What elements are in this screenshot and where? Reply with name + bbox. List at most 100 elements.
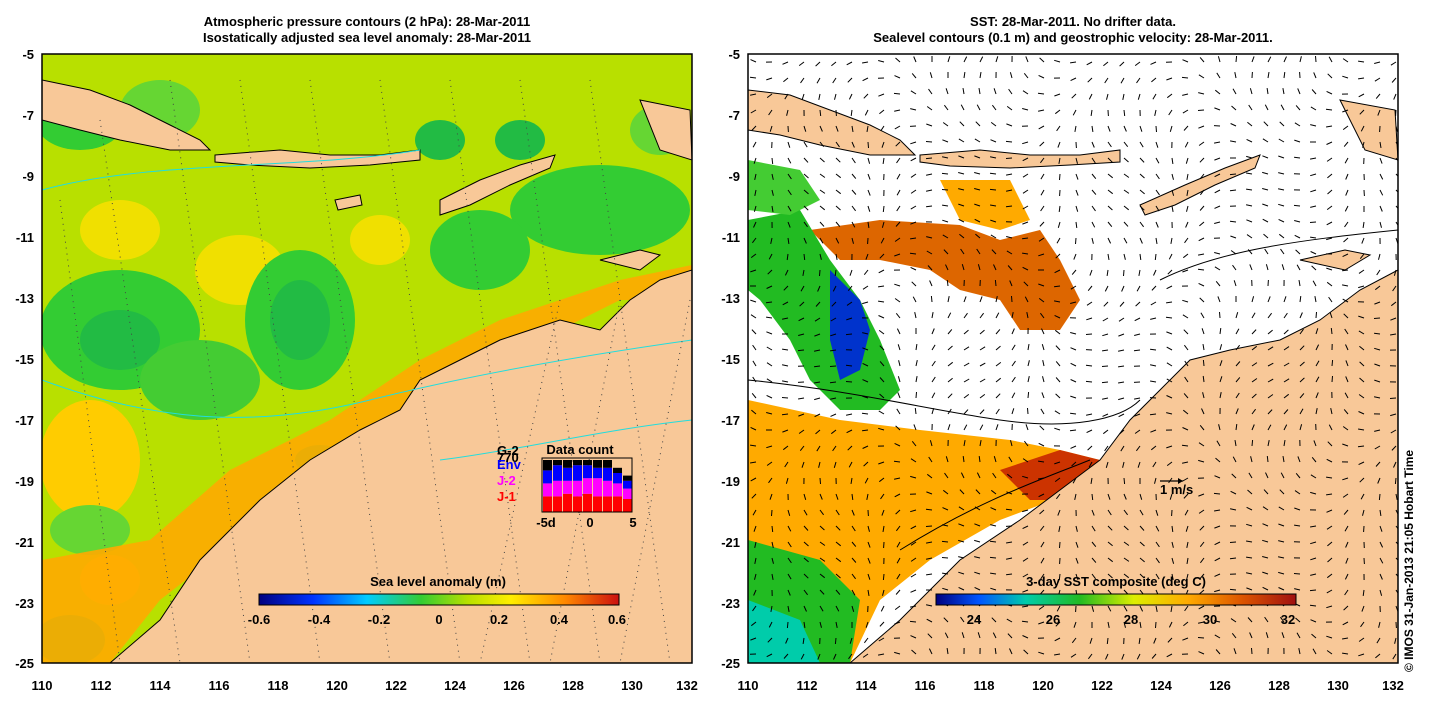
velocity-arrow bbox=[1266, 455, 1269, 463]
velocity-arrow bbox=[1267, 56, 1272, 63]
right-y-axis: -5 -7 -9 -11 -13 -15 -17 -19 -21 -23 -25 bbox=[721, 47, 740, 671]
velocity-arrow bbox=[929, 280, 933, 287]
velocity-arrow bbox=[963, 346, 970, 351]
velocity-arrow bbox=[1071, 93, 1077, 99]
velocity-arrow bbox=[1262, 171, 1269, 175]
velocity-arrow bbox=[1310, 573, 1317, 576]
velocity-arrow bbox=[1280, 104, 1285, 111]
velocity-arrow bbox=[1299, 345, 1305, 351]
velocity-arrow bbox=[1119, 301, 1125, 307]
velocity-arrow bbox=[1327, 541, 1333, 547]
velocity-arrow bbox=[1199, 173, 1205, 180]
velocity-arrow bbox=[1021, 620, 1029, 623]
velocity-arrow bbox=[1091, 205, 1096, 212]
velocity-arrow bbox=[1297, 88, 1301, 95]
velocity-arrow bbox=[1070, 61, 1077, 64]
velocity-arrow bbox=[830, 317, 837, 322]
velocity-arrow bbox=[1139, 621, 1142, 628]
velocity-arrow bbox=[1342, 443, 1349, 447]
velocity-arrow bbox=[1299, 312, 1303, 319]
left-x-tick: 114 bbox=[150, 678, 172, 693]
velocity-arrow bbox=[831, 61, 837, 67]
velocity-arrow bbox=[1022, 589, 1029, 593]
velocity-arrow bbox=[835, 157, 841, 163]
velocity-arrow bbox=[1038, 109, 1045, 112]
velocity-arrow bbox=[1103, 61, 1109, 67]
data-count-bar-j1 bbox=[613, 496, 622, 512]
velocity-arrow bbox=[819, 205, 826, 211]
velocity-arrow bbox=[1267, 362, 1274, 367]
velocity-arrow bbox=[1070, 412, 1077, 415]
velocity-arrow bbox=[1199, 57, 1205, 63]
velocity-arrow bbox=[1299, 377, 1305, 383]
velocity-arrow bbox=[1246, 556, 1253, 559]
velocity-arrow bbox=[771, 189, 774, 196]
velocity-arrow bbox=[1278, 506, 1285, 511]
velocity-arrow bbox=[1315, 408, 1318, 415]
velocity-arrow bbox=[1216, 72, 1221, 79]
velocity-arrow bbox=[1085, 364, 1093, 367]
velocity-arrow bbox=[915, 376, 918, 383]
velocity-arrow bbox=[1328, 296, 1333, 303]
data-count-bar-j2 bbox=[623, 488, 632, 499]
velocity-arrow bbox=[835, 621, 838, 628]
data-count-series-label: J-2 bbox=[497, 473, 516, 488]
velocity-arrow bbox=[1006, 236, 1013, 239]
velocity-arrow bbox=[1041, 328, 1045, 335]
data-count-bar-j1 bbox=[563, 493, 572, 512]
velocity-arrow bbox=[1070, 653, 1077, 658]
velocity-arrow bbox=[910, 557, 917, 562]
velocity-arrow bbox=[851, 541, 857, 547]
velocity-arrow bbox=[1011, 360, 1016, 367]
velocity-arrow bbox=[910, 189, 917, 194]
velocity-arrow bbox=[1103, 301, 1109, 307]
velocity-arrow bbox=[1202, 344, 1205, 351]
velocity-arrow bbox=[1038, 237, 1045, 242]
velocity-arrow bbox=[803, 621, 806, 628]
velocity-arrow bbox=[1277, 556, 1285, 559]
velocity-arrow bbox=[1312, 648, 1317, 655]
velocity-arrow bbox=[911, 73, 917, 79]
velocity-arrow bbox=[1311, 89, 1317, 95]
velocity-arrow bbox=[946, 279, 949, 287]
velocity-arrow bbox=[782, 445, 789, 451]
sst-colorbar-tick: 28 bbox=[1124, 612, 1138, 627]
velocity-arrow bbox=[815, 61, 821, 67]
velocity-arrow bbox=[798, 317, 805, 322]
velocity-arrow bbox=[1379, 541, 1384, 548]
velocity-arrow bbox=[863, 269, 869, 276]
velocity-arrow bbox=[947, 377, 953, 383]
velocity-arrow bbox=[1107, 141, 1112, 148]
velocity-arrow bbox=[1118, 365, 1125, 368]
velocity-arrow bbox=[1251, 378, 1258, 383]
velocity-arrow bbox=[1139, 493, 1143, 500]
velocity-arrow bbox=[803, 573, 809, 579]
velocity-arrow bbox=[1105, 461, 1109, 468]
velocity-arrow bbox=[1102, 429, 1109, 435]
data-count-bar-j2 bbox=[603, 480, 612, 497]
velocity-arrow bbox=[830, 397, 837, 400]
velocity-arrow bbox=[1054, 314, 1061, 319]
velocity-arrow bbox=[851, 125, 854, 132]
velocity-arrow bbox=[1040, 205, 1045, 212]
velocity-arrow bbox=[1008, 456, 1013, 463]
velocity-arrow bbox=[814, 381, 821, 384]
velocity-arrow bbox=[818, 93, 821, 100]
velocity-arrow bbox=[1310, 205, 1317, 208]
velocity-arrow bbox=[942, 587, 949, 591]
velocity-arrow bbox=[1022, 557, 1029, 562]
velocity-arrow bbox=[1374, 332, 1381, 335]
left-x-tick: 128 bbox=[562, 678, 584, 693]
velocity-arrow bbox=[1055, 393, 1061, 399]
velocity-arrow bbox=[1294, 220, 1301, 223]
velocity-arrow bbox=[1123, 141, 1129, 148]
velocity-arrow bbox=[1395, 125, 1398, 132]
velocity-arrow bbox=[963, 296, 967, 303]
velocity-arrow bbox=[1153, 637, 1157, 644]
velocity-arrow bbox=[925, 141, 933, 143]
velocity-arrow bbox=[1390, 429, 1397, 434]
velocity-arrow bbox=[1309, 221, 1317, 223]
velocity-arrow bbox=[1139, 573, 1145, 579]
velocity-arrow bbox=[1168, 253, 1173, 260]
velocity-arrow bbox=[1267, 346, 1274, 351]
